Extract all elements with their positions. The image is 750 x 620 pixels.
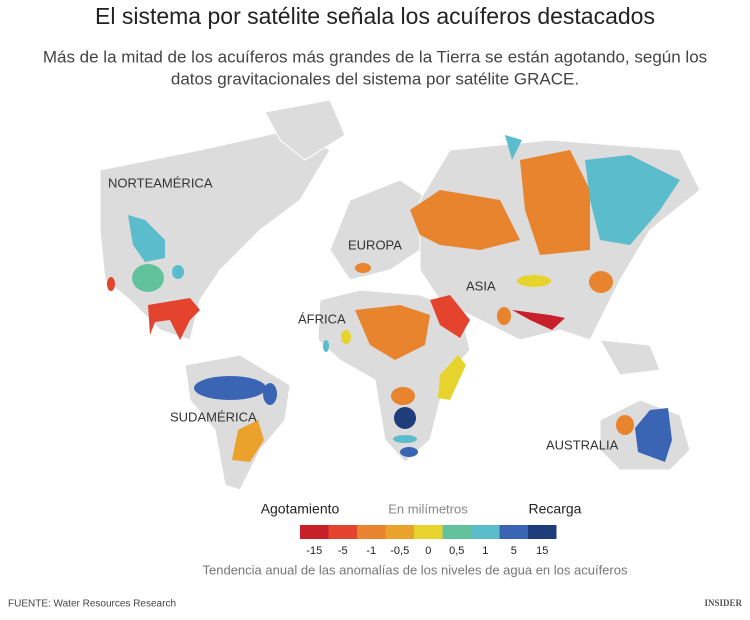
legend-swatch bbox=[471, 525, 500, 539]
legend-swatch bbox=[442, 525, 471, 539]
legend-swatch bbox=[385, 525, 414, 539]
region-label: NORTEAMÉRICA bbox=[108, 175, 213, 190]
legend-tick-label: -15 bbox=[306, 545, 322, 557]
legend-tick-label: -0,5 bbox=[390, 545, 409, 557]
legend-swatch bbox=[528, 525, 557, 539]
legend-unit-label: En milímetros bbox=[388, 501, 468, 516]
legend-swatch bbox=[499, 525, 528, 539]
aquifers bbox=[107, 135, 680, 462]
legend-right-label: Recarga bbox=[529, 501, 582, 517]
legend-left-label: Agotamiento bbox=[261, 501, 340, 517]
title: El sistema por satélite señala los acuíf… bbox=[95, 3, 655, 29]
legend-swatch bbox=[357, 525, 386, 539]
legend-tick-label: 0,5 bbox=[449, 545, 464, 557]
legend-tick-label: -1 bbox=[366, 545, 376, 557]
legend-tick-label: 0 bbox=[425, 545, 431, 557]
legend-tick-label: 1 bbox=[482, 545, 488, 557]
region-label: AUSTRALIA bbox=[546, 437, 619, 452]
subtitle: datos gravitacionales del sistema por sa… bbox=[171, 69, 579, 88]
legend-swatch bbox=[414, 525, 443, 539]
legend-swatch bbox=[328, 525, 357, 539]
legend-scale: -15 -5 -1 -0,5 0 0,5 1 5 15 bbox=[300, 525, 557, 557]
legend-tick-label: 15 bbox=[536, 545, 548, 557]
legend-swatch bbox=[300, 525, 329, 539]
region-label: EUROPA bbox=[348, 237, 402, 252]
source: FUENTE: Water Resources Research bbox=[8, 599, 176, 610]
region-label: ASIA bbox=[466, 278, 496, 293]
region-label: SUDAMÉRICA bbox=[170, 409, 257, 424]
legend-tick-label: -5 bbox=[338, 545, 348, 557]
region-label: ÁFRICA bbox=[298, 311, 346, 326]
subtitle: Más de la mitad de los acuíferos más gra… bbox=[43, 47, 707, 66]
legend-tick-label: 5 bbox=[511, 545, 517, 557]
legend-caption: Tendencia anual de las anomalías de los … bbox=[203, 562, 628, 577]
logo: INSIDER bbox=[704, 598, 742, 608]
